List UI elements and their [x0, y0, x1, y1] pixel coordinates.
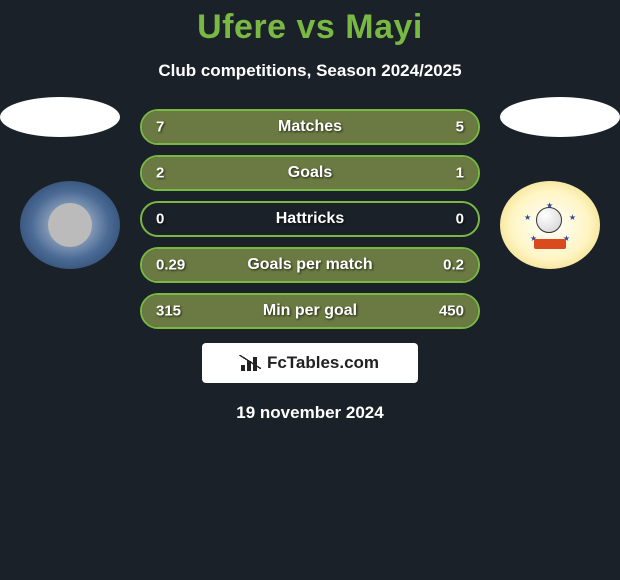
stat-row-hattricks: 0 Hattricks 0 — [140, 201, 480, 237]
ribbon-icon — [534, 239, 566, 249]
player-left-photo-placeholder — [0, 97, 120, 137]
stat-value-right: 1 — [456, 165, 464, 182]
star-icon: ★ — [546, 201, 553, 210]
stat-fill-left — [142, 157, 367, 189]
stat-row-goals-per-match: 0.29 Goals per match 0.2 — [140, 247, 480, 283]
sunshine-crest-icon: ★ ★ ★ ★ ★ — [530, 205, 570, 245]
comparison-subtitle: Club competitions, Season 2024/2025 — [0, 61, 620, 81]
stat-label: Matches — [278, 118, 342, 136]
stat-row-goals: 2 Goals 1 — [140, 155, 480, 191]
stat-value-left: 315 — [156, 303, 181, 320]
stat-label: Hattricks — [276, 210, 344, 228]
stat-label: Goals per match — [247, 256, 372, 274]
stat-value-right: 5 — [456, 119, 464, 136]
fctables-link[interactable]: FcTables.com — [202, 343, 418, 383]
stat-label: Min per goal — [263, 302, 357, 320]
stat-row-min-per-goal: 315 Min per goal 450 — [140, 293, 480, 329]
stat-value-left: 0.29 — [156, 257, 185, 274]
stat-row-matches: 7 Matches 5 — [140, 109, 480, 145]
stats-list: 7 Matches 5 2 Goals 1 0 Hattricks 0 0.29… — [140, 109, 480, 329]
stat-value-left: 0 — [156, 211, 164, 228]
club-logo-left — [20, 181, 120, 269]
comparison-content: ★ ★ ★ ★ ★ 7 Matches 5 2 Goals 1 0 Hattr — [0, 109, 620, 423]
stat-label: Goals — [288, 164, 332, 182]
stat-value-left: 7 — [156, 119, 164, 136]
fctables-label: FcTables.com — [267, 353, 379, 373]
stat-value-left: 2 — [156, 165, 164, 182]
player-right-photo-placeholder — [500, 97, 620, 137]
bar-chart-icon — [241, 355, 261, 371]
elephant-crest-icon — [48, 203, 92, 247]
soccer-ball-icon — [536, 207, 562, 233]
stat-value-right: 450 — [439, 303, 464, 320]
stat-value-right: 0 — [456, 211, 464, 228]
star-icon: ★ — [524, 213, 531, 222]
club-logo-right: ★ ★ ★ ★ ★ — [500, 181, 600, 269]
stat-value-right: 0.2 — [443, 257, 464, 274]
snapshot-date: 19 november 2024 — [0, 403, 620, 423]
comparison-title: Ufere vs Mayi — [0, 0, 620, 47]
star-icon: ★ — [569, 213, 576, 222]
